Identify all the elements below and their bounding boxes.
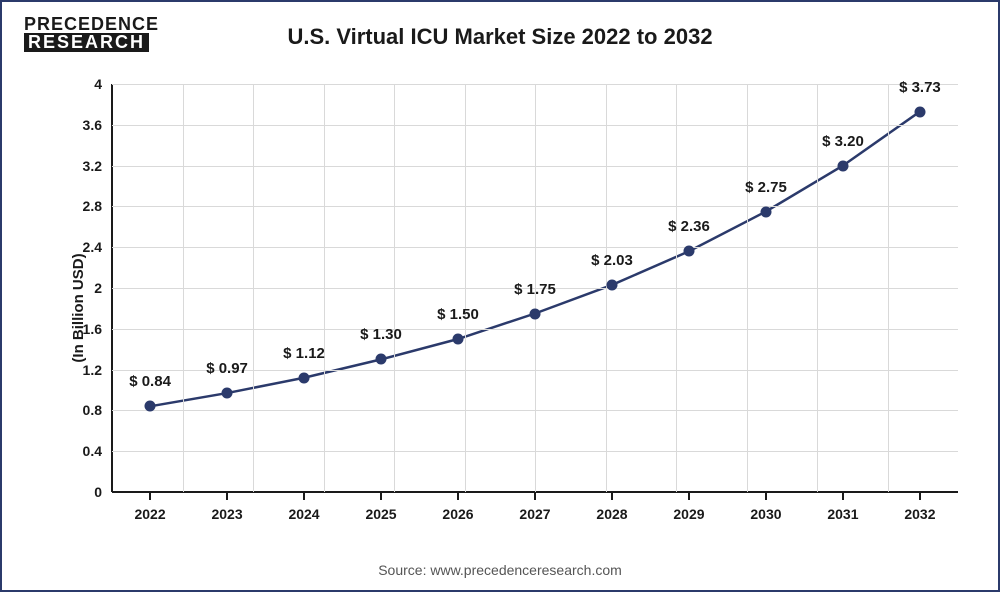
value-label: $ 0.84 <box>129 373 171 390</box>
value-label: $ 2.36 <box>668 218 710 235</box>
plot-area: 00.40.81.21.622.42.83.23.642022202320242… <box>112 84 958 492</box>
chart-title: U.S. Virtual ICU Market Size 2022 to 203… <box>2 24 998 50</box>
ytick-label: 1.6 <box>83 321 112 337</box>
gridline-v <box>465 84 466 492</box>
value-label: $ 2.75 <box>745 179 787 196</box>
ytick-label: 1.2 <box>83 362 112 378</box>
data-marker <box>760 206 771 217</box>
data-marker <box>376 354 387 365</box>
xtick-label: 2023 <box>211 492 242 522</box>
xtick-label: 2027 <box>519 492 550 522</box>
chart-area: (In Billion USD) 00.40.81.21.622.42.83.2… <box>42 74 968 542</box>
gridline-v <box>817 84 818 492</box>
source-label: Source: www.precedenceresearch.com <box>2 562 998 578</box>
value-label: $ 1.75 <box>514 281 556 298</box>
data-marker <box>299 372 310 383</box>
ytick-label: 0.4 <box>83 443 112 459</box>
ytick-label: 2.8 <box>83 198 112 214</box>
ytick-label: 2.4 <box>83 239 112 255</box>
y-axis-label: (In Billion USD) <box>70 253 87 362</box>
gridline-v <box>747 84 748 492</box>
data-marker <box>453 334 464 345</box>
gridline-v <box>183 84 184 492</box>
chart-frame: PRECEDENCE RESEARCH U.S. Virtual ICU Mar… <box>0 0 1000 592</box>
value-label: $ 1.12 <box>283 345 325 362</box>
gridline-v <box>394 84 395 492</box>
xtick-label: 2025 <box>365 492 396 522</box>
xtick-label: 2024 <box>288 492 319 522</box>
gridline-v <box>888 84 889 492</box>
xtick-label: 2028 <box>596 492 627 522</box>
data-marker <box>914 106 925 117</box>
value-label: $ 0.97 <box>206 360 248 377</box>
ytick-label: 0 <box>94 484 112 500</box>
gridline-v <box>253 84 254 492</box>
value-label: $ 3.73 <box>899 79 941 96</box>
xtick-label: 2031 <box>827 492 858 522</box>
xtick-label: 2022 <box>134 492 165 522</box>
value-label: $ 1.30 <box>360 326 402 343</box>
gridline-v <box>676 84 677 492</box>
ytick-label: 4 <box>94 76 112 92</box>
ytick-label: 3.2 <box>83 158 112 174</box>
value-label: $ 3.20 <box>822 133 864 150</box>
gridline-v <box>324 84 325 492</box>
ytick-label: 3.6 <box>83 117 112 133</box>
data-marker <box>606 279 617 290</box>
data-marker <box>222 388 233 399</box>
xtick-label: 2032 <box>904 492 935 522</box>
xtick-label: 2029 <box>673 492 704 522</box>
xtick-label: 2026 <box>442 492 473 522</box>
ytick-label: 0.8 <box>83 402 112 418</box>
gridline-v <box>606 84 607 492</box>
value-label: $ 2.03 <box>591 252 633 269</box>
data-marker <box>683 246 694 257</box>
ytick-label: 2 <box>94 280 112 296</box>
value-label: $ 1.50 <box>437 306 479 323</box>
data-marker <box>145 401 156 412</box>
data-marker <box>837 160 848 171</box>
xtick-label: 2030 <box>750 492 781 522</box>
data-marker <box>530 308 541 319</box>
